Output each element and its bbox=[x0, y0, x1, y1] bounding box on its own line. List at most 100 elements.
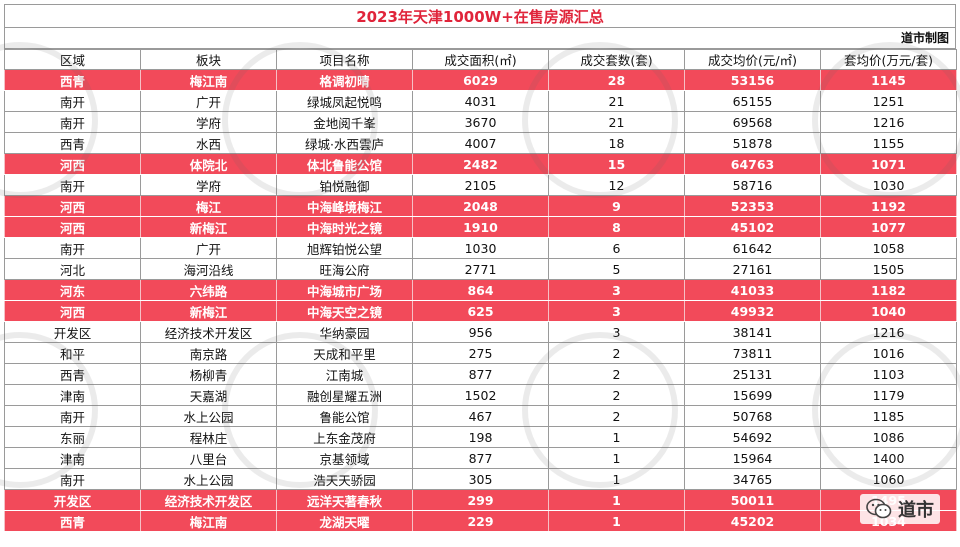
table-cell: 杨柳青 bbox=[140, 363, 277, 385]
table-cell: 梅江南 bbox=[140, 69, 277, 91]
table-cell: 金地阅千峯 bbox=[276, 111, 413, 133]
column-header: 成交套数(套) bbox=[548, 49, 685, 70]
table-cell: 华纳豪园 bbox=[276, 321, 413, 343]
table-cell: 15 bbox=[548, 153, 685, 175]
table-cell: 天成和平里 bbox=[276, 342, 413, 364]
table-cell: 2 bbox=[548, 405, 685, 427]
table-cell: 南开 bbox=[4, 405, 141, 427]
table-cell: 1103 bbox=[820, 363, 957, 385]
table-cell: 1185 bbox=[820, 405, 957, 427]
table-cell: 河西 bbox=[4, 216, 141, 238]
table-row: 河北 海河沿线 旺海公府 2771 5 27161 1505 bbox=[4, 258, 957, 280]
table-row: 津南 天嘉湖 融创星耀五洲 1502 2 15699 1179 bbox=[4, 384, 957, 406]
table-cell: 864 bbox=[412, 279, 549, 301]
table-cell: 鲁能公馆 bbox=[276, 405, 413, 427]
table-row: 南开 水上公园 浩天天骄园 305 1 34765 1060 bbox=[4, 468, 957, 490]
table-cell: 开发区 bbox=[4, 321, 141, 343]
table-cell: 中海峰境梅江 bbox=[276, 195, 413, 217]
table-body: 西青 梅江南 格调初晴 6029 28 53156 1145 南开 广开 绿城凤起悦鸣 4031 21… bbox=[4, 69, 957, 532]
table-cell: 中海时光之镜 bbox=[276, 216, 413, 238]
table-cell: 南开 bbox=[4, 468, 141, 490]
table-cell: 南开 bbox=[4, 111, 141, 133]
table-cell: 2 bbox=[548, 384, 685, 406]
table-cell: 9 bbox=[548, 195, 685, 217]
table-cell: 旭辉铂悦公望 bbox=[276, 237, 413, 259]
table-cell: 53156 bbox=[684, 69, 821, 91]
table-cell: 6 bbox=[548, 237, 685, 259]
table-row: 河西 梅江 中海峰境梅江 2048 9 52353 1192 bbox=[4, 195, 957, 217]
table-cell: 34765 bbox=[684, 468, 821, 490]
table-cell: 27161 bbox=[684, 258, 821, 280]
table-cell: 1155 bbox=[820, 132, 957, 154]
listing-table: 区域 板块 项目名称 成交面积(㎡) 成交套数(套) 成交均价(元/㎡) 套均价(万元/套)… bbox=[4, 49, 957, 532]
table-cell: 1505 bbox=[820, 258, 957, 280]
table-cell: 南开 bbox=[4, 174, 141, 196]
table-cell: 西青 bbox=[4, 363, 141, 385]
table-cell: 69568 bbox=[684, 111, 821, 133]
table-cell: 229 bbox=[412, 510, 549, 532]
table-cell: 2048 bbox=[412, 195, 549, 217]
table-cell: 南开 bbox=[4, 90, 141, 112]
table-cell: 2482 bbox=[412, 153, 549, 175]
table-cell: 程林庄 bbox=[140, 426, 277, 448]
table-cell: 学府 bbox=[140, 174, 277, 196]
table-cell: 江南城 bbox=[276, 363, 413, 385]
table-cell: 6029 bbox=[412, 69, 549, 91]
table-cell: 2771 bbox=[412, 258, 549, 280]
table-cell: 新梅江 bbox=[140, 216, 277, 238]
table-cell: 1030 bbox=[412, 237, 549, 259]
table-cell: 1030 bbox=[820, 174, 957, 196]
table-row: 东丽 程林庄 上东金茂府 198 1 54692 1086 bbox=[4, 426, 957, 448]
column-header: 套均价(万元/套) bbox=[820, 49, 957, 70]
table-row: 津南 八里台 京基领域 877 1 15964 1400 bbox=[4, 447, 957, 469]
table-cell: 1216 bbox=[820, 111, 957, 133]
table-cell: 南京路 bbox=[140, 342, 277, 364]
column-header: 板块 bbox=[140, 49, 277, 70]
table-cell: 61642 bbox=[684, 237, 821, 259]
table-cell: 1182 bbox=[820, 279, 957, 301]
table-cell: 50768 bbox=[684, 405, 821, 427]
table-row: 南开 学府 铂悦融御 2105 12 58716 1030 bbox=[4, 174, 957, 196]
table-cell: 198 bbox=[412, 426, 549, 448]
table-cell: 299 bbox=[412, 489, 549, 511]
table-cell: 1179 bbox=[820, 384, 957, 406]
table-cell: 西青 bbox=[4, 132, 141, 154]
table-cell: 1 bbox=[548, 489, 685, 511]
table-cell: 50011 bbox=[684, 489, 821, 511]
table-cell: 天嘉湖 bbox=[140, 384, 277, 406]
table-cell: 58716 bbox=[684, 174, 821, 196]
table-cell: 融创星耀五洲 bbox=[276, 384, 413, 406]
table-cell: 12 bbox=[548, 174, 685, 196]
table-cell: 河北 bbox=[4, 258, 141, 280]
table-cell: 52353 bbox=[684, 195, 821, 217]
table-cell: 41033 bbox=[684, 279, 821, 301]
table-cell: 河西 bbox=[4, 153, 141, 175]
table-row: 开发区 经济技术开发区 华纳豪园 956 3 38141 1216 bbox=[4, 321, 957, 343]
table-row: 南开 广开 旭辉铂悦公望 1030 6 61642 1058 bbox=[4, 237, 957, 259]
table-cell: 877 bbox=[412, 447, 549, 469]
table-cell: 2105 bbox=[412, 174, 549, 196]
table-cell: 3 bbox=[548, 279, 685, 301]
table-cell: 水上公园 bbox=[140, 468, 277, 490]
wechat-icon bbox=[866, 498, 892, 519]
table-cell: 1 bbox=[548, 426, 685, 448]
table-row: 南开 学府 金地阅千峯 3670 21 69568 1216 bbox=[4, 111, 957, 133]
table-cell: 东丽 bbox=[4, 426, 141, 448]
table-cell: 中海城市广场 bbox=[276, 279, 413, 301]
table-cell: 中海天空之镜 bbox=[276, 300, 413, 322]
table-cell: 1060 bbox=[820, 468, 957, 490]
table-cell: 2 bbox=[548, 363, 685, 385]
table-cell: 1016 bbox=[820, 342, 957, 364]
table-cell: 15699 bbox=[684, 384, 821, 406]
table-cell: 学府 bbox=[140, 111, 277, 133]
table-cell: 河东 bbox=[4, 279, 141, 301]
table-cell: 49932 bbox=[684, 300, 821, 322]
table-cell: 1216 bbox=[820, 321, 957, 343]
table-cell: 4031 bbox=[412, 90, 549, 112]
table-cell: 开发区 bbox=[4, 489, 141, 511]
table-cell: 275 bbox=[412, 342, 549, 364]
table-row: 河西 新梅江 中海时光之镜 1910 8 45102 1077 bbox=[4, 216, 957, 238]
table-cell: 梅江南 bbox=[140, 510, 277, 532]
table-cell: 和平 bbox=[4, 342, 141, 364]
table-cell: 旺海公府 bbox=[276, 258, 413, 280]
